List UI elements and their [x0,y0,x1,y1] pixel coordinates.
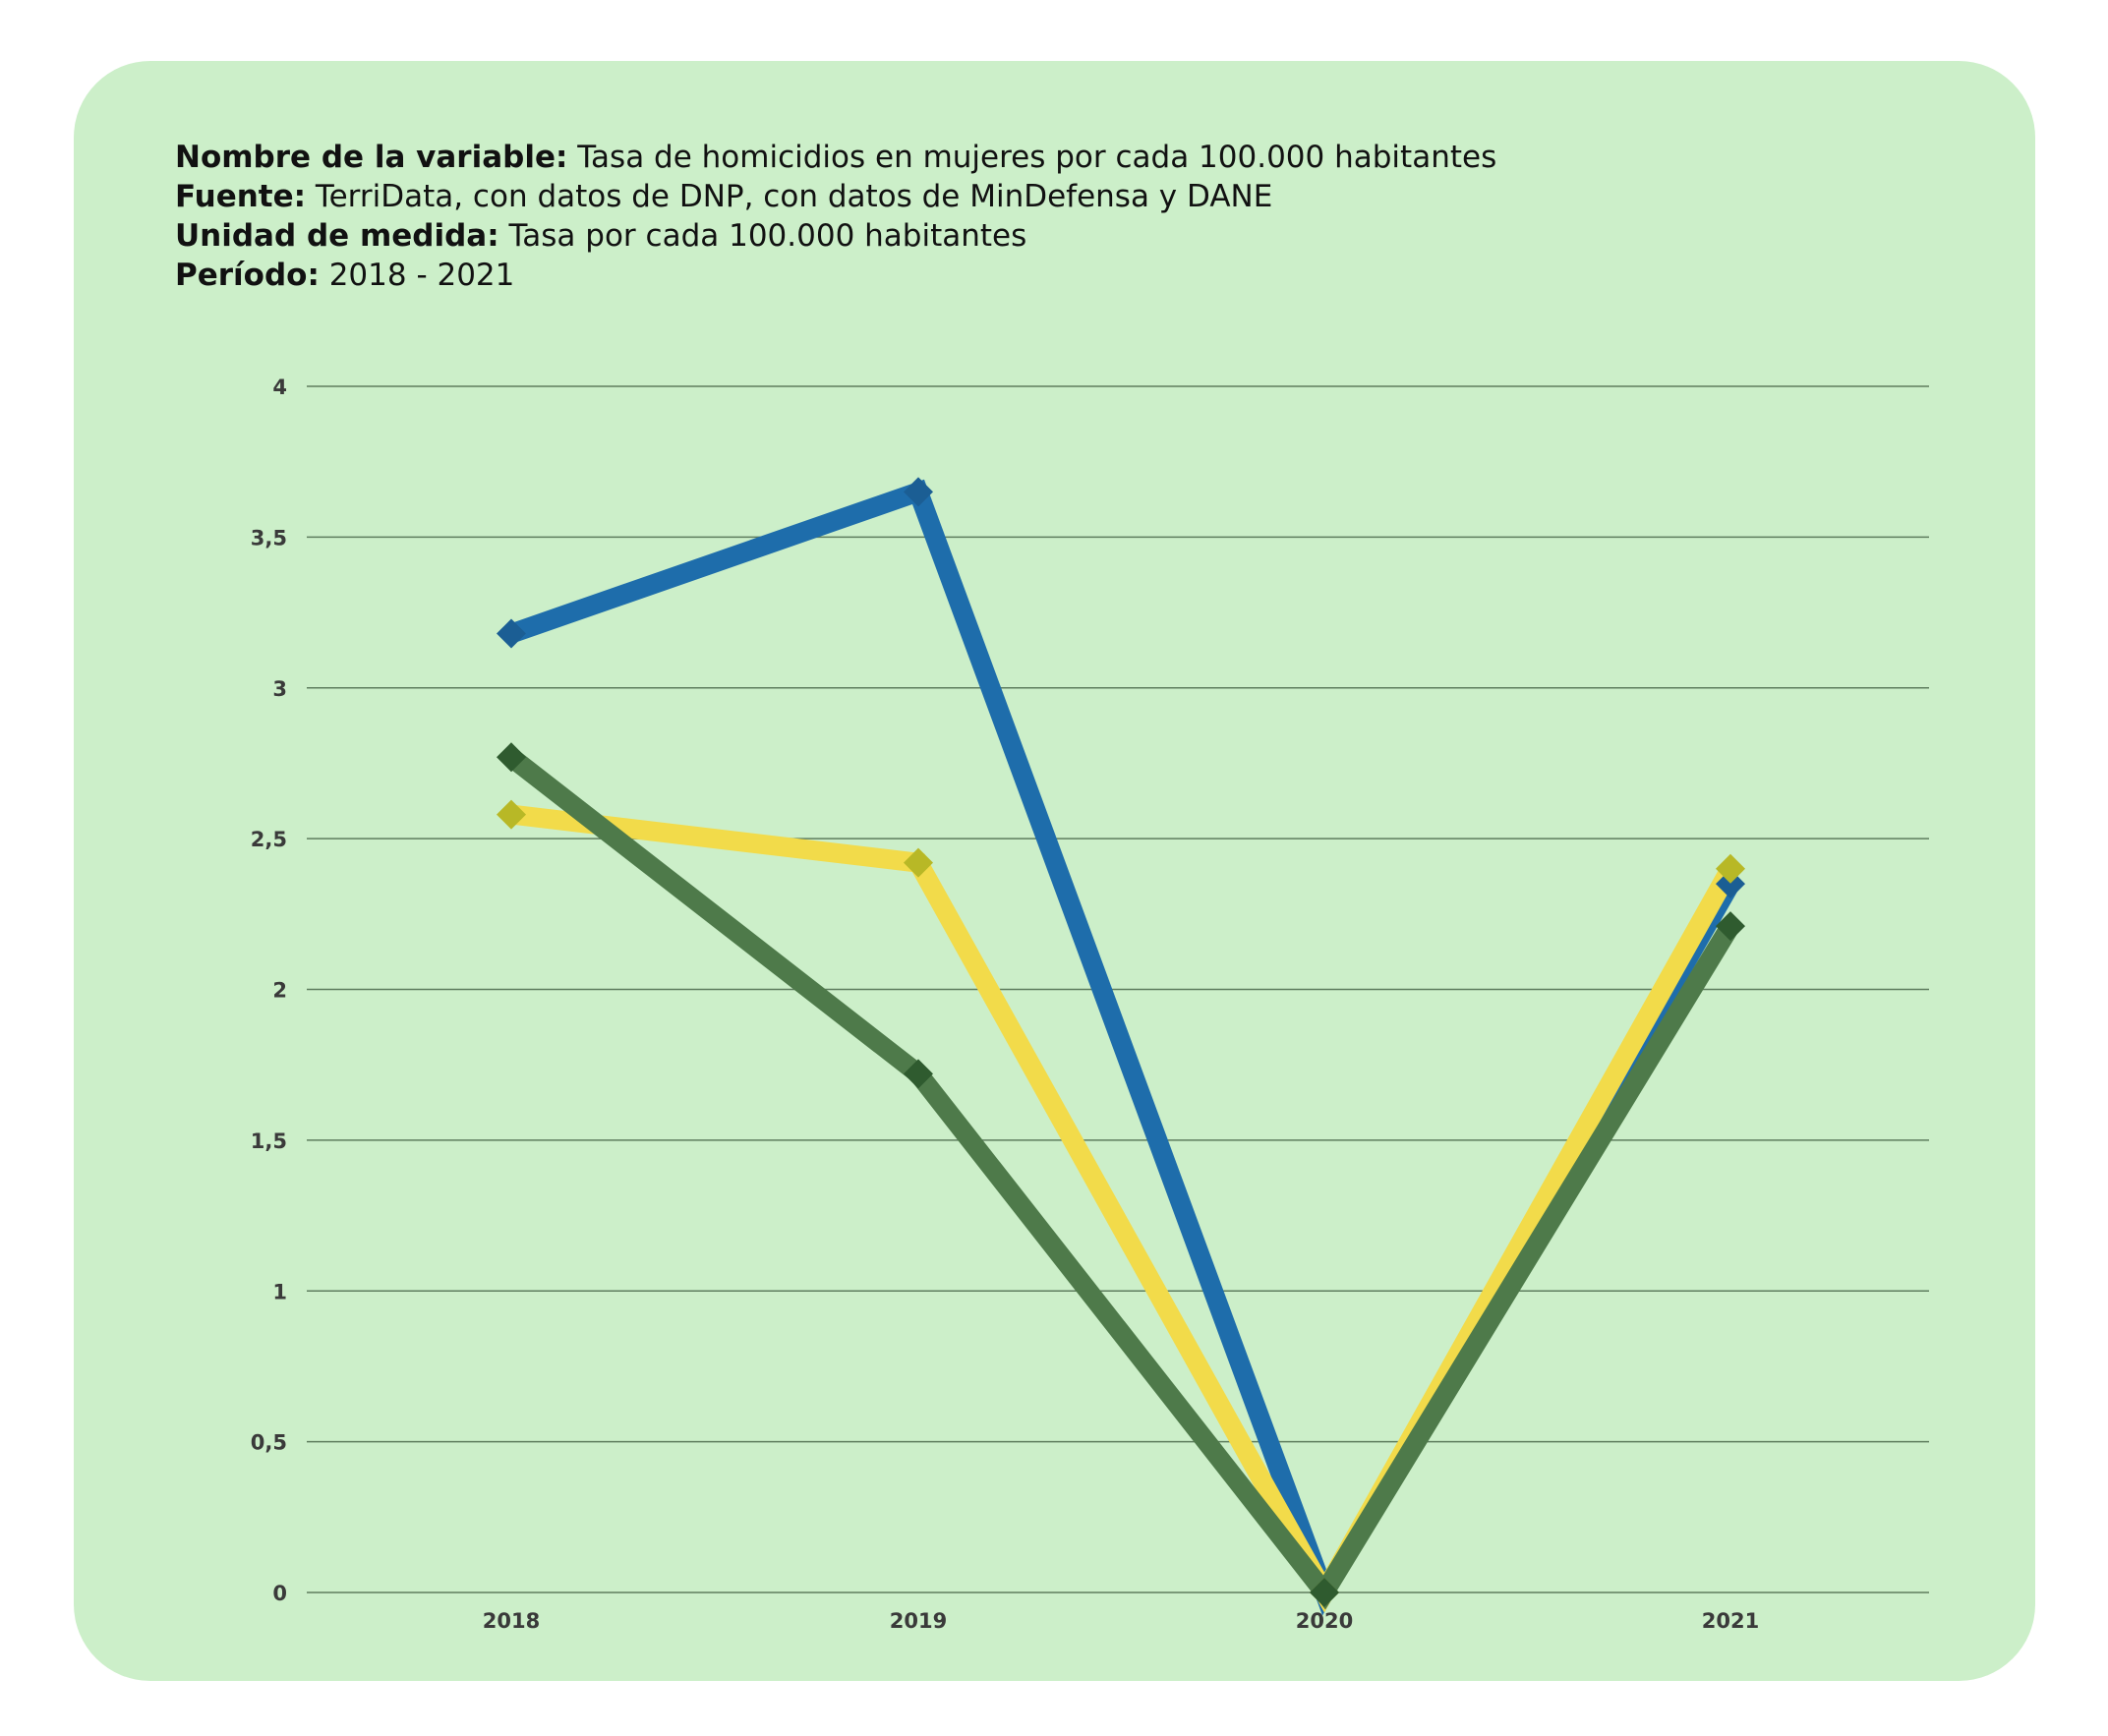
x-tick-label: 2018 [483,1609,540,1633]
series-line-1 [507,479,1739,1616]
series-1-marker [497,618,526,649]
y-tick-label: 1 [272,1280,287,1303]
chart-metadata: Nombre de la variable: Tasa de homicidio… [175,138,1496,295]
y-tick-label: 0,5 [251,1431,287,1455]
y-axis-ticks: 0 0,5 1 1,5 2 2,5 3 3,5 4 [251,376,287,1605]
series-line-2 [509,804,1739,1613]
series-3-marker [497,742,526,773]
variable-name-line: Nombre de la variable: Tasa de homicidio… [175,138,1496,177]
y-tick-label: 3 [272,677,287,701]
series-line-3 [504,749,1739,1610]
variable-name-key: Nombre de la variable: [175,140,568,175]
series-2-marker [1716,853,1745,884]
y-tick-label: 3,5 [251,526,287,550]
period-key: Período: [175,258,320,293]
series-3-marker [904,1059,933,1089]
series-2-marker [497,799,526,830]
period-value: 2018 - 2021 [328,258,515,293]
unit-value: Tasa por cada 100.000 habitantes [508,218,1027,254]
x-tick-label: 2020 [1296,1609,1353,1633]
y-tick-label: 1,5 [251,1129,287,1153]
series-markers [497,477,1745,1607]
series-2-marker [904,847,933,878]
gridlines [307,385,1929,1593]
variable-name-value: Tasa de homicidios en mujeres por cada 1… [577,140,1497,175]
unit-key: Unidad de medida: [175,218,499,254]
period-line: Período: 2018 - 2021 [175,256,1496,295]
source-key: Fuente: [175,179,307,214]
source-value: TerriData, con datos de DNP, con datos d… [315,179,1273,214]
x-tick-label: 2019 [890,1609,947,1633]
y-tick-label: 4 [272,376,287,399]
series-3-marker [1310,1578,1339,1607]
source-line: Fuente: TerriData, con datos de DNP, con… [175,177,1496,216]
series-3-marker [1716,911,1745,942]
unit-line: Unidad de medida: Tasa por cada 100.000 … [175,216,1496,256]
x-tick-label: 2021 [1702,1609,1759,1633]
series-1-marker [1716,869,1745,899]
series-1-marker [904,477,933,507]
y-tick-label: 2,5 [251,828,287,851]
x-axis-ticks: 2018 2019 2020 2021 [483,1609,1759,1633]
y-tick-label: 2 [272,979,287,1003]
y-tick-label: 0 [272,1582,287,1605]
series-lines [504,479,1739,1616]
